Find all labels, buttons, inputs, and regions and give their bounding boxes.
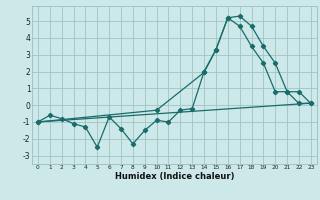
X-axis label: Humidex (Indice chaleur): Humidex (Indice chaleur) <box>115 172 234 181</box>
